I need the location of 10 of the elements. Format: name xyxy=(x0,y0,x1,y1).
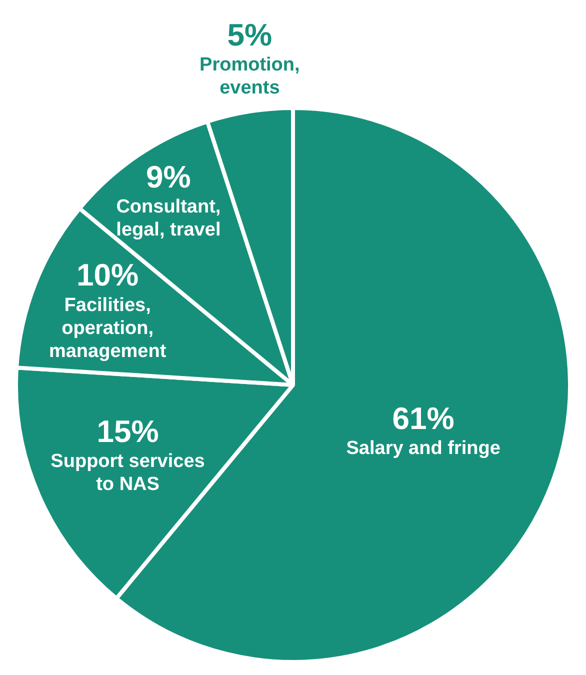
data-label: 15% xyxy=(96,414,159,450)
data-label: 5% xyxy=(227,18,272,53)
slice-label: Salary and fringe xyxy=(346,438,500,460)
slice-label: Support services to NAS xyxy=(50,451,205,496)
slice-label: Facilities, operation, management xyxy=(48,294,167,362)
data-label: 61% xyxy=(392,400,454,436)
data-label: 10% xyxy=(76,258,139,293)
slice-label: Consultant, legal, travel xyxy=(116,196,221,240)
data-label: 9% xyxy=(146,159,191,194)
slice-label: Promotion, events xyxy=(200,54,300,99)
